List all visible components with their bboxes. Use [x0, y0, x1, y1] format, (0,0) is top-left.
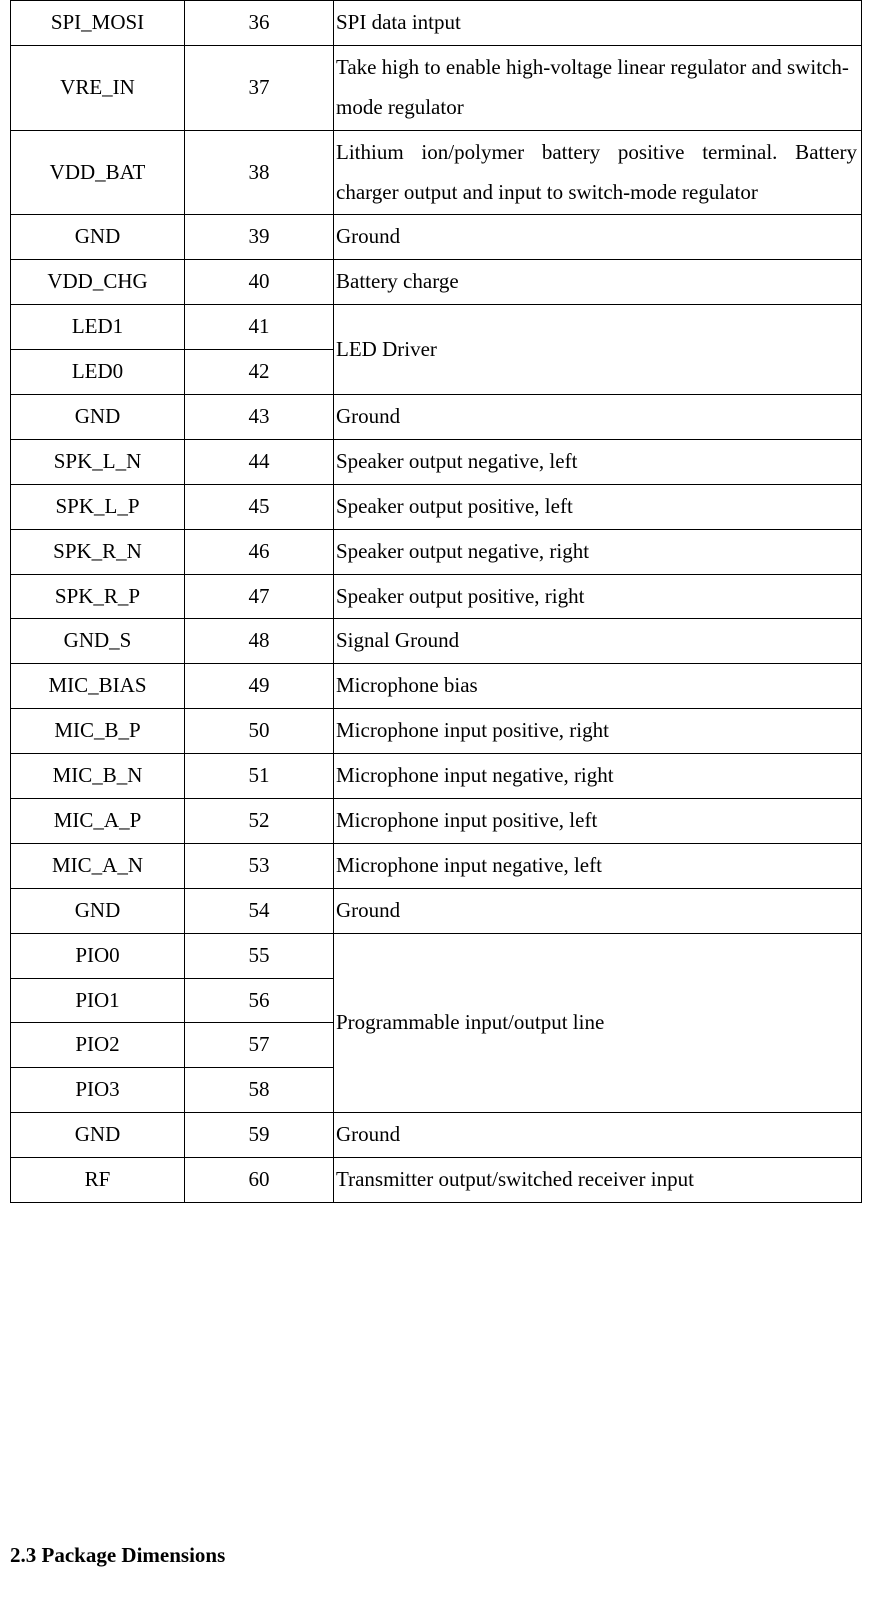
table-row: MIC_B_N51Microphone input negative, righ…	[11, 754, 862, 799]
pin-number: 50	[185, 709, 334, 754]
pin-number: 46	[185, 529, 334, 574]
pin-description: Ground	[334, 395, 862, 440]
table-row: SPK_R_N46Speaker output negative, right	[11, 529, 862, 574]
pin-description: Ground	[334, 888, 862, 933]
pin-description: Battery charge	[334, 260, 862, 305]
pin-number: 60	[185, 1158, 334, 1203]
pin-name: PIO3	[11, 1068, 185, 1113]
pin-description: Microphone bias	[334, 664, 862, 709]
table-row: GND54Ground	[11, 888, 862, 933]
pin-description: Take high to enable high-voltage linear …	[334, 45, 862, 130]
pin-name: MIC_B_P	[11, 709, 185, 754]
pin-number: 55	[185, 933, 334, 978]
pin-name: MIC_A_P	[11, 799, 185, 844]
pin-number: 52	[185, 799, 334, 844]
table-row: GND_S48Signal Ground	[11, 619, 862, 664]
pin-number: 39	[185, 215, 334, 260]
pin-name: GND	[11, 1113, 185, 1158]
table-row: GND59Ground	[11, 1113, 862, 1158]
pin-description: LED Driver	[334, 305, 862, 395]
pin-number: 53	[185, 843, 334, 888]
pin-name: VDD_CHG	[11, 260, 185, 305]
pin-name: MIC_A_N	[11, 843, 185, 888]
pin-description: SPI data intput	[334, 1, 862, 46]
pin-description: Ground	[334, 215, 862, 260]
pin-name: PIO2	[11, 1023, 185, 1068]
pin-number: 41	[185, 305, 334, 350]
pin-number: 48	[185, 619, 334, 664]
table-row: RF60Transmitter output/switched receiver…	[11, 1158, 862, 1203]
table-row: SPI_MOSI36SPI data intput	[11, 1, 862, 46]
pin-description: Transmitter output/switched receiver inp…	[334, 1158, 862, 1203]
pin-description: Lithium ion/polymer battery positive ter…	[334, 130, 862, 215]
pin-name: SPI_MOSI	[11, 1, 185, 46]
pin-number: 42	[185, 350, 334, 395]
pin-number: 56	[185, 978, 334, 1023]
pin-description: Microphone input negative, right	[334, 754, 862, 799]
pin-name: GND_S	[11, 619, 185, 664]
pin-name: MIC_B_N	[11, 754, 185, 799]
pin-number: 59	[185, 1113, 334, 1158]
pin-name: SPK_L_N	[11, 439, 185, 484]
pin-description: Speaker output negative, left	[334, 439, 862, 484]
pin-number: 37	[185, 45, 334, 130]
pin-number: 49	[185, 664, 334, 709]
table-row: MIC_B_P50Microphone input positive, righ…	[11, 709, 862, 754]
pin-description: Speaker output positive, left	[334, 484, 862, 529]
table-row: GND39Ground	[11, 215, 862, 260]
table-row: SPK_L_N44Speaker output negative, left	[11, 439, 862, 484]
pin-name: GND	[11, 888, 185, 933]
table-row: MIC_BIAS49Microphone bias	[11, 664, 862, 709]
table-row: VRE_IN37Take high to enable high-voltage…	[11, 45, 862, 130]
pin-table: SPI_MOSI36SPI data intputVRE_IN37Take hi…	[10, 0, 862, 1203]
pin-number: 57	[185, 1023, 334, 1068]
table-row: SPK_L_P45Speaker output positive, left	[11, 484, 862, 529]
pin-description: Speaker output negative, right	[334, 529, 862, 574]
pin-description: Programmable input/output line	[334, 933, 862, 1113]
pin-number: 40	[185, 260, 334, 305]
pin-name: VRE_IN	[11, 45, 185, 130]
pin-description: Microphone input positive, right	[334, 709, 862, 754]
pin-name: MIC_BIAS	[11, 664, 185, 709]
pin-number: 43	[185, 395, 334, 440]
table-row: GND43Ground	[11, 395, 862, 440]
pin-name: SPK_R_P	[11, 574, 185, 619]
pin-number: 58	[185, 1068, 334, 1113]
table-row: LED141LED Driver	[11, 305, 862, 350]
pin-description: Microphone input negative, left	[334, 843, 862, 888]
pin-name: LED1	[11, 305, 185, 350]
pin-name: SPK_L_P	[11, 484, 185, 529]
pin-name: GND	[11, 215, 185, 260]
pin-name: RF	[11, 1158, 185, 1203]
pin-number: 45	[185, 484, 334, 529]
table-row: MIC_A_P52Microphone input positive, left	[11, 799, 862, 844]
pin-name: VDD_BAT	[11, 130, 185, 215]
pin-description: Signal Ground	[334, 619, 862, 664]
table-row: VDD_BAT38Lithium ion/polymer battery pos…	[11, 130, 862, 215]
pin-name: GND	[11, 395, 185, 440]
table-row: VDD_CHG40Battery charge	[11, 260, 862, 305]
pin-number: 36	[185, 1, 334, 46]
pin-name: SPK_R_N	[11, 529, 185, 574]
pin-description: Microphone input positive, left	[334, 799, 862, 844]
table-row: SPK_R_P47Speaker output positive, right	[11, 574, 862, 619]
pin-number: 54	[185, 888, 334, 933]
pin-name: PIO0	[11, 933, 185, 978]
pin-number: 44	[185, 439, 334, 484]
section-heading: 2.3 Package Dimensions	[10, 1543, 862, 1568]
pin-number: 47	[185, 574, 334, 619]
pin-description: Ground	[334, 1113, 862, 1158]
pin-name: LED0	[11, 350, 185, 395]
pin-description: Speaker output positive, right	[334, 574, 862, 619]
pin-number: 51	[185, 754, 334, 799]
table-row: PIO055Programmable input/output line	[11, 933, 862, 978]
table-row: MIC_A_N53Microphone input negative, left	[11, 843, 862, 888]
pin-name: PIO1	[11, 978, 185, 1023]
pin-number: 38	[185, 130, 334, 215]
